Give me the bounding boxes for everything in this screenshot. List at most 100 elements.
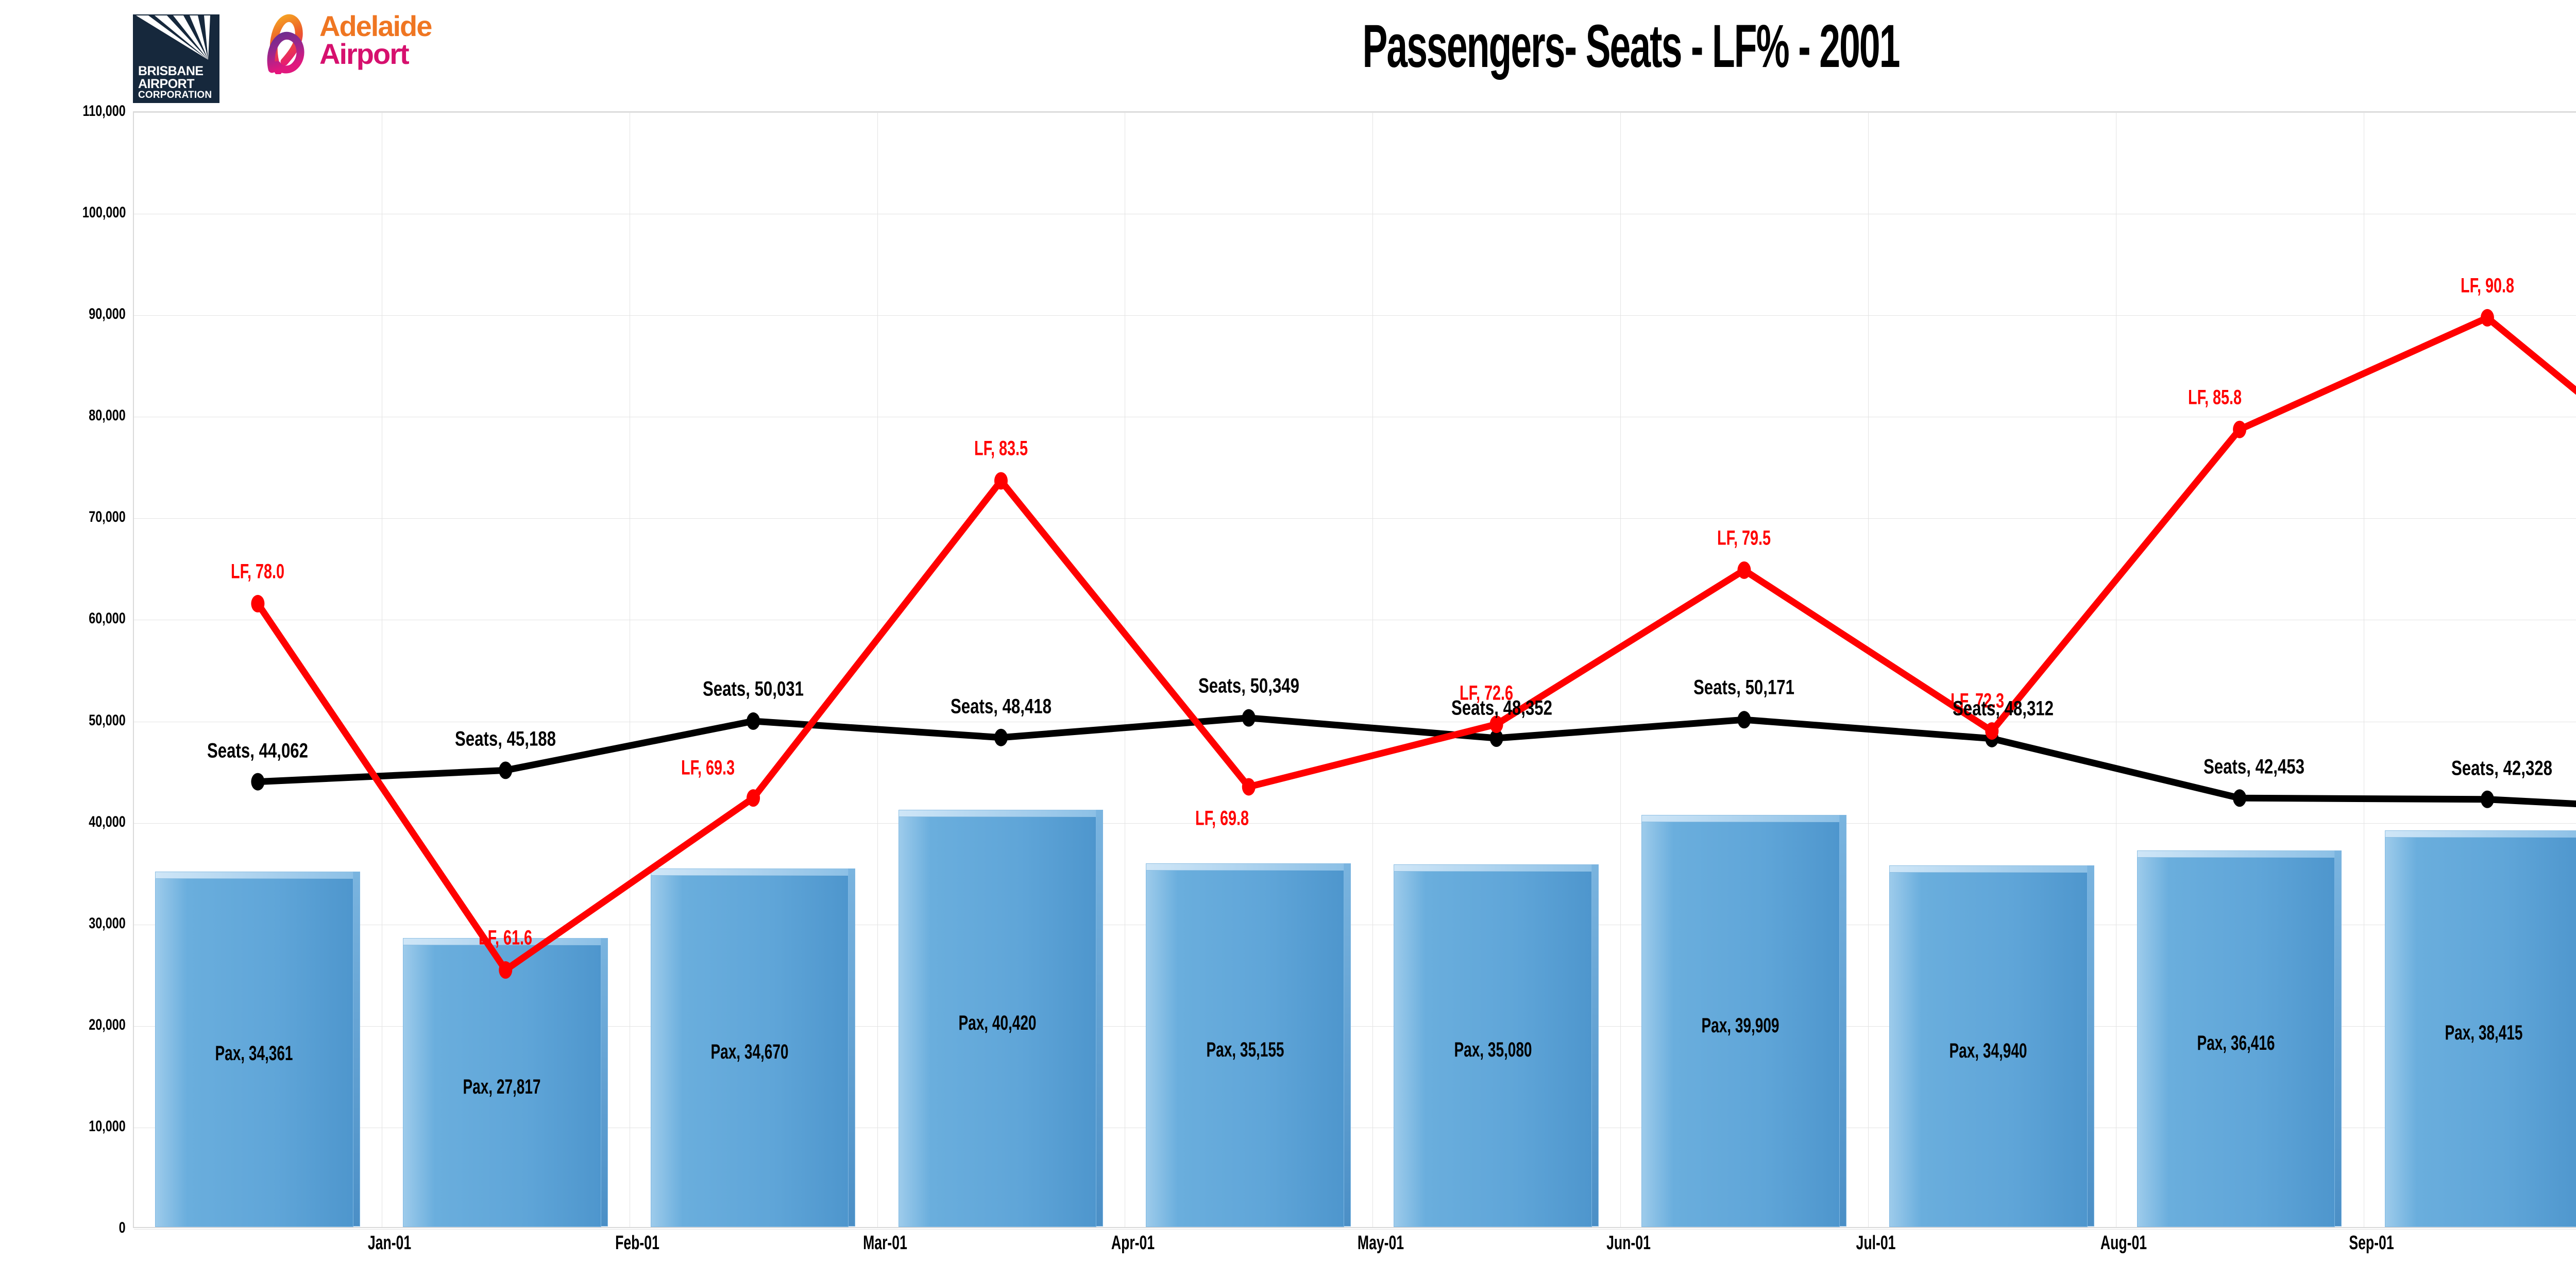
seats-value-label: Seats, 48,352 bbox=[1451, 696, 1552, 720]
seats-value-label: Seats, 48,312 bbox=[1953, 697, 2054, 720]
adelaide-logo-mark-icon bbox=[258, 13, 318, 77]
marker-lf[interactable] bbox=[1737, 561, 1751, 579]
bar-side-face bbox=[848, 868, 856, 1226]
lf-value-label: LF, 83.5 bbox=[974, 437, 1028, 460]
marker-seats[interactable] bbox=[1737, 711, 1751, 729]
bar-value-label: Pax, 34,670 bbox=[710, 1041, 789, 1064]
y-axis-left-tick: 50,000 bbox=[89, 711, 126, 729]
brisbane-logo-line3: CORPORATION bbox=[138, 89, 212, 100]
seats-value-label: Seats, 45,188 bbox=[455, 727, 556, 751]
marker-seats[interactable] bbox=[1489, 729, 1503, 747]
lf-value-label: LF, 72.3 bbox=[1951, 689, 2005, 712]
line-lf bbox=[254, 314, 2576, 974]
series-lines-overlay bbox=[251, 309, 2576, 979]
gridline-vertical bbox=[877, 112, 878, 1227]
bar-side-face bbox=[1839, 815, 1846, 1226]
y-axis-left-tick: 40,000 bbox=[89, 813, 126, 830]
bar-value-label: Pax, 36,416 bbox=[2197, 1032, 2275, 1055]
lf-value-label: LF, 69.3 bbox=[681, 756, 735, 779]
x-axis: Jan-01 Feb-01 Mar-01 Apr-01 May-01 Jun-01 Jul-… bbox=[133, 1232, 2576, 1268]
marker-lf[interactable] bbox=[499, 961, 513, 979]
gridline-horizontal bbox=[134, 823, 2576, 824]
brisbane-logo-rays-icon bbox=[133, 14, 219, 64]
y-axis-left-tick: 70,000 bbox=[89, 508, 126, 526]
gridline-vertical bbox=[1868, 112, 1869, 1227]
y-axis-left-tick: 0 bbox=[118, 1219, 126, 1236]
marker-seats[interactable] bbox=[251, 773, 265, 791]
y-axis-left: 110,000 100,000 90,000 80,000 70,000 60,000 50… bbox=[0, 103, 129, 1236]
bar-pax[interactable] bbox=[1146, 863, 1351, 1227]
gridline-horizontal bbox=[134, 1026, 2576, 1027]
gridline-horizontal bbox=[134, 518, 2576, 519]
bar-pax[interactable] bbox=[2137, 850, 2342, 1227]
marker-seats[interactable] bbox=[2480, 790, 2494, 808]
lf-value-label: LF, 69.8 bbox=[1195, 807, 1249, 830]
bar-value-label: Pax, 38,415 bbox=[2445, 1021, 2523, 1045]
bar-pax[interactable] bbox=[402, 938, 608, 1227]
y-axis-left-tick: 100,000 bbox=[82, 204, 126, 221]
marker-seats[interactable] bbox=[499, 761, 513, 779]
x-axis-tick: Mar-01 bbox=[863, 1232, 907, 1254]
y-axis-left-tick: 30,000 bbox=[89, 914, 126, 932]
marker-lf[interactable] bbox=[2233, 420, 2247, 438]
x-axis-tick: Feb-01 bbox=[615, 1232, 660, 1254]
line-seats bbox=[254, 714, 2576, 808]
bar-pax[interactable] bbox=[1394, 864, 1599, 1227]
y-axis-left-tick: 110,000 bbox=[82, 103, 126, 120]
gridline-horizontal bbox=[134, 315, 2576, 316]
seats-value-label: Seats, 50,349 bbox=[1198, 674, 1299, 697]
lf-value-label: LF, 79.5 bbox=[1717, 526, 1771, 550]
bar-pax[interactable] bbox=[155, 871, 360, 1227]
bar-value-label: Pax, 39,909 bbox=[1701, 1014, 1780, 1037]
bar-side-face bbox=[600, 938, 608, 1226]
bar-side-face bbox=[2334, 850, 2342, 1226]
seats-value-label: Seats, 50,031 bbox=[703, 677, 804, 701]
marker-seats[interactable] bbox=[1242, 709, 1256, 727]
bar-side-face bbox=[1591, 864, 1599, 1226]
bar-value-label: Pax, 40,420 bbox=[958, 1011, 1037, 1034]
seats-value-label: Seats, 42,328 bbox=[2451, 757, 2552, 780]
marker-seats[interactable] bbox=[994, 728, 1008, 746]
adelaide-airport-logo: Adelaide Airport bbox=[258, 10, 464, 77]
marker-lf[interactable] bbox=[994, 472, 1008, 490]
marker-lf[interactable] bbox=[1489, 715, 1503, 734]
marker-lf[interactable] bbox=[1985, 722, 1999, 740]
bar-pax[interactable] bbox=[1889, 865, 2094, 1227]
marker-lf[interactable] bbox=[747, 789, 760, 807]
chart-title: Passengers- Seats - LF% - 2001 bbox=[1362, 12, 1900, 80]
chart-plot-area: 110,000 100,000 90,000 80,000 70,000 60,000 50… bbox=[0, 101, 2576, 1278]
bar-value-label: Pax, 27,817 bbox=[463, 1075, 541, 1098]
bar-pax[interactable] bbox=[1641, 815, 1846, 1227]
gridline-vertical bbox=[1620, 112, 1621, 1227]
brisbane-logo-line2: AIRPORT bbox=[138, 76, 195, 91]
bar-side-face bbox=[2087, 865, 2094, 1226]
seats-value-label: Seats, 42,453 bbox=[2204, 755, 2305, 778]
marker-lf[interactable] bbox=[1242, 778, 1256, 796]
adelaide-logo-line1: Adelaide bbox=[319, 10, 432, 42]
bar-side-face bbox=[1096, 810, 1104, 1226]
bar-value-label: Pax, 34,361 bbox=[215, 1042, 293, 1065]
plot-canvas: Pax, 34,361 Pax, 27,817 Pax, 34,670 Pax, 40… bbox=[133, 111, 2576, 1230]
x-axis-tick: Jun-01 bbox=[1606, 1232, 1651, 1254]
bar-pax[interactable] bbox=[2384, 830, 2576, 1227]
bar-pax[interactable] bbox=[898, 810, 1104, 1227]
lf-value-label: LF, 61.6 bbox=[479, 926, 533, 949]
x-axis-tick: Jan-01 bbox=[368, 1232, 412, 1254]
bar-value-label: Pax, 35,080 bbox=[1454, 1038, 1532, 1062]
seats-value-label: Seats, 48,418 bbox=[950, 695, 1052, 718]
y-axis-left-tick: 60,000 bbox=[89, 610, 126, 627]
seats-value-label: Seats, 50,171 bbox=[1693, 676, 1795, 699]
marker-lf[interactable] bbox=[2480, 309, 2494, 327]
x-axis-tick: May-01 bbox=[1357, 1232, 1404, 1254]
lf-value-label: LF, 78.0 bbox=[231, 560, 285, 583]
seats-value-label: Seats, 44,062 bbox=[207, 739, 309, 762]
marker-lf[interactable] bbox=[251, 594, 265, 612]
gridline-horizontal bbox=[134, 1229, 2576, 1230]
marker-seats[interactable] bbox=[2233, 789, 2247, 807]
bar-pax[interactable] bbox=[650, 868, 856, 1227]
y-axis-left-tick: 20,000 bbox=[89, 1016, 126, 1033]
bar-top-face bbox=[2384, 830, 2576, 838]
brisbane-logo-line1: BRISBANE bbox=[138, 64, 204, 78]
marker-seats[interactable] bbox=[747, 712, 760, 730]
x-axis-tick: Jul-01 bbox=[1856, 1232, 1896, 1254]
